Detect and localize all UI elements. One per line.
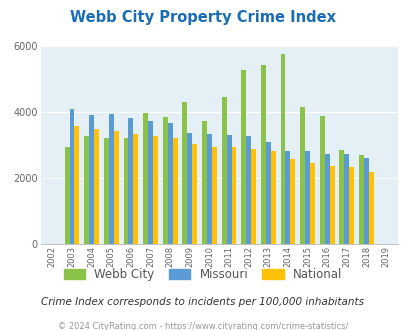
Bar: [104, 138, 109, 244]
Bar: [329, 166, 334, 244]
Bar: [128, 118, 133, 244]
Bar: [202, 121, 207, 244]
Bar: [343, 154, 348, 244]
Bar: [207, 134, 211, 244]
Bar: [192, 144, 197, 244]
Bar: [270, 151, 275, 244]
Text: Crime Index corresponds to incidents per 100,000 inhabitants: Crime Index corresponds to incidents per…: [41, 297, 364, 307]
Bar: [324, 154, 329, 244]
Bar: [133, 134, 138, 244]
Bar: [113, 131, 118, 244]
Bar: [299, 107, 305, 244]
Bar: [94, 129, 99, 244]
Legend: Webb City, Missouri, National: Webb City, Missouri, National: [59, 263, 346, 286]
Text: © 2024 CityRating.com - https://www.cityrating.com/crime-statistics/: © 2024 CityRating.com - https://www.city…: [58, 322, 347, 330]
Bar: [251, 149, 256, 244]
Bar: [69, 109, 74, 244]
Bar: [211, 147, 216, 244]
Bar: [148, 121, 153, 244]
Bar: [64, 147, 69, 244]
Bar: [153, 136, 158, 244]
Bar: [285, 151, 290, 244]
Bar: [305, 151, 309, 244]
Bar: [187, 133, 192, 244]
Bar: [260, 65, 265, 244]
Bar: [167, 123, 172, 244]
Bar: [363, 158, 368, 244]
Bar: [84, 136, 89, 244]
Bar: [241, 70, 245, 244]
Bar: [226, 135, 231, 244]
Bar: [368, 172, 373, 244]
Bar: [265, 142, 270, 244]
Bar: [89, 115, 94, 244]
Bar: [123, 138, 128, 244]
Bar: [162, 117, 167, 244]
Bar: [309, 163, 314, 244]
Bar: [358, 155, 363, 244]
Bar: [231, 147, 236, 244]
Bar: [319, 116, 324, 244]
Bar: [109, 114, 113, 244]
Text: Webb City Property Crime Index: Webb City Property Crime Index: [70, 10, 335, 25]
Bar: [172, 138, 177, 244]
Bar: [221, 97, 226, 244]
Bar: [143, 113, 148, 244]
Bar: [280, 54, 285, 244]
Bar: [348, 167, 353, 244]
Bar: [245, 136, 251, 244]
Bar: [339, 150, 343, 244]
Bar: [290, 159, 294, 244]
Bar: [182, 102, 187, 244]
Bar: [74, 126, 79, 244]
